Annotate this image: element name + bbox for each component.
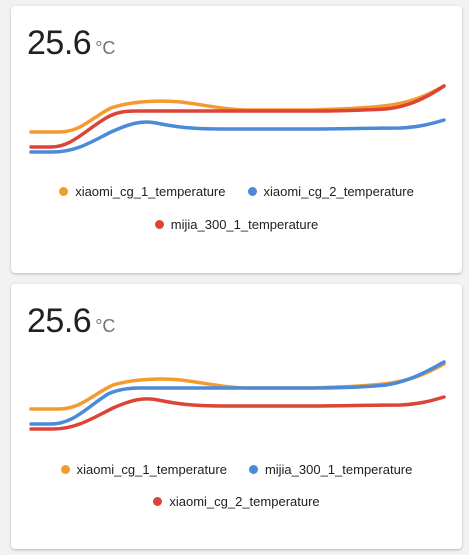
- series-line-xiaomi-cg-2: [29, 118, 446, 154]
- legend-label: mijia_300_1_temperature: [264, 462, 413, 477]
- series-line-mijia-300-1: [29, 84, 446, 149]
- legend-dot: [59, 187, 69, 196]
- legend-item[interactable]: xiaomi_cg_2_temperature: [247, 184, 414, 199]
- legend-row-2: mijia_300_1_temperature: [11, 217, 462, 232]
- legend-row-2: xiaomi_cg_2_temperature: [11, 494, 462, 509]
- legend-dot: [248, 465, 258, 474]
- series-line-xiaomi-cg-2: [29, 395, 446, 431]
- legend-row-1: xiaomi_cg_1_temperature xiaomi_cg_2_temp…: [11, 184, 462, 199]
- sensor-card-2[interactable]: 25.6 °C xiaomi_cg_1_temperature mijia_30…: [11, 284, 462, 549]
- legend-dot: [153, 497, 163, 506]
- legend-item[interactable]: xiaomi_cg_2_temperature: [153, 494, 320, 509]
- current-state: 25.6 °C: [27, 302, 115, 341]
- legend-label: xiaomi_cg_2_temperature: [263, 184, 414, 199]
- state-value: 25.6: [27, 302, 92, 340]
- legend-dot: [154, 220, 164, 229]
- history-chart[interactable]: [11, 284, 462, 549]
- legend-dot: [60, 465, 70, 474]
- legend-row-1: xiaomi_cg_1_temperature mijia_300_1_temp…: [11, 462, 462, 477]
- state-unit: °C: [95, 38, 116, 58]
- state-value: 25.6: [27, 24, 92, 62]
- sensor-card-1[interactable]: 25.6 °C xiaomi_cg_1_temperature xiaomi_c…: [11, 6, 462, 273]
- current-state: 25.6 °C: [27, 24, 115, 63]
- legend-item[interactable]: mijia_300_1_temperature: [154, 217, 319, 232]
- legend-dot: [247, 187, 257, 196]
- legend-label: xiaomi_cg_2_temperature: [169, 494, 320, 509]
- series-line-xiaomi-cg-1: [29, 84, 446, 134]
- legend-item[interactable]: mijia_300_1_temperature: [248, 462, 413, 477]
- state-unit: °C: [95, 316, 116, 336]
- legend-label: xiaomi_cg_1_temperature: [76, 462, 227, 477]
- series-line-mijia-300-1: [29, 360, 446, 426]
- legend-label: xiaomi_cg_1_temperature: [75, 184, 226, 199]
- legend-label: mijia_300_1_temperature: [170, 217, 319, 232]
- legend-item[interactable]: xiaomi_cg_1_temperature: [60, 462, 227, 477]
- legend-item[interactable]: xiaomi_cg_1_temperature: [59, 184, 226, 199]
- history-chart[interactable]: [11, 6, 462, 271]
